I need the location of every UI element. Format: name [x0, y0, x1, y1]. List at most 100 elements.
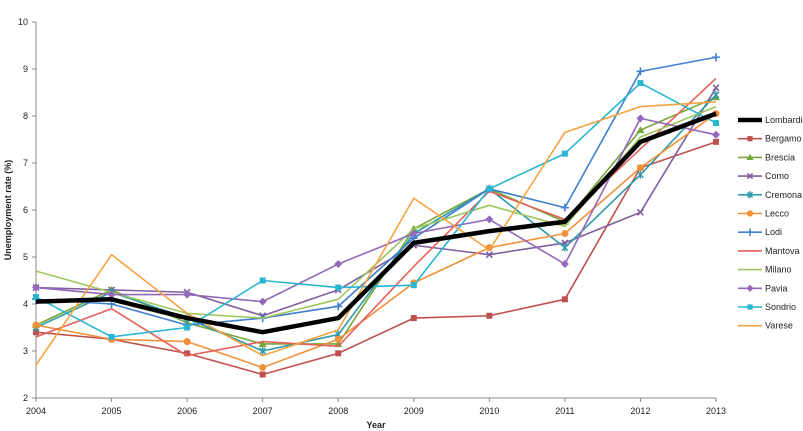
- legend-marker: [746, 284, 754, 292]
- x-tick-label: 2008: [328, 406, 348, 416]
- data-point-lecco: [334, 335, 342, 343]
- x-tick-label: 2007: [253, 406, 273, 416]
- series-line-varese: [35, 101, 717, 366]
- series-line-lodi: [35, 56, 717, 326]
- legend-marker: [746, 153, 754, 160]
- data-point-bergamo: [259, 371, 266, 378]
- data-point-cremona: [636, 170, 644, 179]
- legend-label: Milano: [765, 265, 792, 275]
- data-point-como: [485, 251, 493, 259]
- legend-item-mantova: Mantova: [738, 246, 800, 256]
- data-point-sondrio: [335, 284, 342, 291]
- series-bergamo: [33, 138, 719, 378]
- data-point-cremona: [712, 90, 720, 99]
- data-point-bergamo: [410, 315, 417, 322]
- y-axis-title: Unemployment rate (%): [3, 160, 13, 261]
- data-point-cremona: [561, 243, 569, 252]
- legend-label: Lecco: [765, 209, 789, 219]
- data-point-cremona: [259, 347, 267, 355]
- legend-label: Brescia: [765, 152, 795, 162]
- data-point-lecco: [636, 164, 644, 172]
- series-pavia: [32, 114, 720, 306]
- data-point-como: [712, 84, 720, 92]
- data-point-pavia: [409, 229, 418, 238]
- legend-marker: [746, 172, 754, 180]
- y-tick-label: 10: [18, 17, 28, 27]
- legend-label: Como: [765, 171, 789, 181]
- data-point-bergamo: [486, 312, 493, 319]
- data-point-sondrio: [561, 150, 568, 157]
- legend-label: Bergamo: [765, 134, 802, 144]
- data-point-lodi: [636, 67, 645, 76]
- series-lines: [32, 53, 720, 378]
- legend-item-cremona: Cremona: [738, 190, 802, 200]
- data-point-sondrio: [259, 277, 266, 284]
- y-tick-label: 8: [23, 111, 28, 121]
- legend-label: Cremona: [765, 190, 802, 200]
- y-tick-label: 7: [23, 158, 28, 168]
- legend-item-bergamo: Bergamo: [738, 134, 802, 144]
- data-point-sondrio: [33, 293, 39, 300]
- legend-item-como: Como: [738, 171, 789, 181]
- series-varese: [35, 101, 717, 366]
- legend: Lombardia Bergamo Brescia Como Cremona Lecco L…: [738, 115, 803, 331]
- legend-label: Mantova: [765, 246, 800, 256]
- data-point-pavia: [107, 290, 116, 299]
- data-point-sondrio: [486, 185, 493, 192]
- x-tick-label: 2005: [102, 406, 122, 416]
- data-point-lecco: [32, 321, 40, 329]
- series-line-bergamo: [35, 141, 717, 376]
- x-tick-label: 2012: [630, 406, 650, 416]
- y-tick-label: 9: [23, 64, 28, 74]
- data-point-lecco: [561, 230, 569, 237]
- data-point-bergamo: [561, 296, 568, 303]
- data-point-bergamo: [713, 138, 719, 145]
- legend-marker: [746, 191, 754, 199]
- legend-marker: [746, 210, 754, 217]
- legend-label: Sondrio: [765, 302, 796, 312]
- legend-marker: [747, 304, 753, 310]
- x-tick-label: 2013: [706, 406, 726, 416]
- legend-label: Lodi: [765, 227, 782, 237]
- axes: 2 3 4 5 6 7 8 9 10 2004 2005 2006 2007 2008 2009 2010 20…: [3, 17, 726, 430]
- legend-item-brescia: Brescia: [738, 152, 795, 162]
- data-point-pavia: [560, 260, 569, 269]
- legend-label: Varese: [765, 321, 793, 331]
- data-point-pavia: [485, 215, 494, 224]
- data-point-lodi: [560, 203, 569, 212]
- y-tick-label: 6: [23, 205, 28, 215]
- legend-label: Lombardia: [765, 115, 803, 125]
- series-line-como: [35, 87, 717, 317]
- y-tick-label: 4: [23, 299, 28, 309]
- x-axis-title: Year: [366, 420, 386, 430]
- series-lecco: [32, 110, 720, 371]
- data-point-pavia: [32, 283, 40, 292]
- data-point-sondrio: [410, 282, 417, 289]
- x-tick-label: 2006: [177, 406, 197, 416]
- legend-item-pavia: Pavia: [738, 283, 788, 293]
- data-point-lecco: [183, 338, 191, 346]
- series-line-cremona: [35, 94, 717, 352]
- data-point-pavia: [258, 297, 267, 306]
- series-lombardia: [35, 111, 717, 335]
- legend-marker: [747, 136, 753, 142]
- x-tick-label: 2004: [26, 406, 46, 416]
- data-point-lodi: [334, 302, 343, 311]
- x-tick-label: 2009: [404, 406, 424, 416]
- x-tick-label: 2011: [555, 406, 574, 416]
- data-point-lodi: [712, 53, 720, 62]
- data-point-bergamo: [335, 350, 342, 357]
- y-tick-label: 2: [23, 393, 28, 403]
- data-point-pavia: [334, 260, 343, 269]
- legend-marker: [746, 228, 754, 236]
- data-point-sondrio: [637, 80, 644, 87]
- series-line-pavia: [35, 117, 717, 303]
- series-line-sondrio: [35, 82, 717, 338]
- y-tick-label: 3: [23, 346, 28, 356]
- data-point-pavia: [712, 130, 720, 139]
- data-point-brescia: [258, 339, 267, 347]
- legend-item-lodi: Lodi: [738, 227, 782, 237]
- series-line-lombardia: [35, 111, 717, 335]
- y-tick-label: 5: [23, 252, 28, 262]
